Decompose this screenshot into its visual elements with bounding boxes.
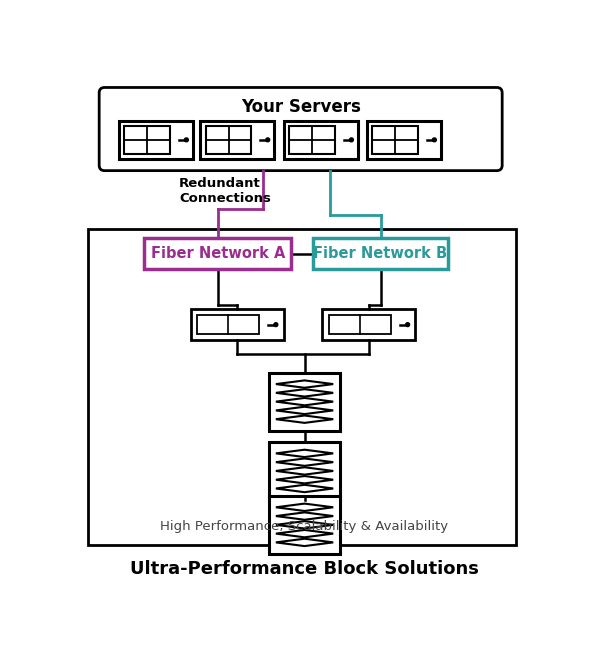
Polygon shape xyxy=(276,407,333,414)
Bar xyxy=(201,121,274,159)
Polygon shape xyxy=(276,467,333,475)
Polygon shape xyxy=(276,476,333,483)
Circle shape xyxy=(406,323,409,327)
Bar xyxy=(289,126,335,154)
Text: Ultra-Performance Block Solutions: Ultra-Performance Block Solutions xyxy=(130,560,479,578)
Polygon shape xyxy=(276,458,333,466)
Circle shape xyxy=(184,138,188,141)
Text: Redundant
Connections: Redundant Connections xyxy=(179,177,271,205)
Polygon shape xyxy=(276,512,333,520)
Polygon shape xyxy=(276,450,333,457)
Bar xyxy=(119,121,193,159)
Polygon shape xyxy=(276,539,333,546)
Polygon shape xyxy=(276,530,333,537)
Bar xyxy=(269,373,340,430)
Circle shape xyxy=(349,138,353,141)
Polygon shape xyxy=(276,415,333,423)
Polygon shape xyxy=(276,398,333,406)
Polygon shape xyxy=(276,389,333,396)
Text: Fiber Network B: Fiber Network B xyxy=(314,246,447,261)
Bar xyxy=(206,126,252,154)
Circle shape xyxy=(433,138,436,141)
Bar xyxy=(144,239,292,269)
Circle shape xyxy=(266,138,270,141)
Bar xyxy=(284,121,358,159)
Bar xyxy=(190,309,284,340)
Text: Your Servers: Your Servers xyxy=(241,98,361,116)
Bar xyxy=(367,121,440,159)
Polygon shape xyxy=(276,503,333,511)
Bar xyxy=(322,309,415,340)
Bar xyxy=(372,126,418,154)
Bar xyxy=(124,126,170,154)
Polygon shape xyxy=(276,380,333,388)
Bar xyxy=(269,496,340,554)
Bar xyxy=(313,239,448,269)
Bar xyxy=(328,316,390,334)
Bar xyxy=(88,229,516,545)
Text: High Performance, Scalability & Availability: High Performance, Scalability & Availabi… xyxy=(161,520,449,533)
Text: Fiber Network A: Fiber Network A xyxy=(151,246,285,261)
Polygon shape xyxy=(276,521,333,529)
FancyBboxPatch shape xyxy=(99,87,502,171)
Circle shape xyxy=(274,323,278,327)
Polygon shape xyxy=(276,485,333,492)
Bar xyxy=(197,316,259,334)
Bar xyxy=(269,442,340,500)
